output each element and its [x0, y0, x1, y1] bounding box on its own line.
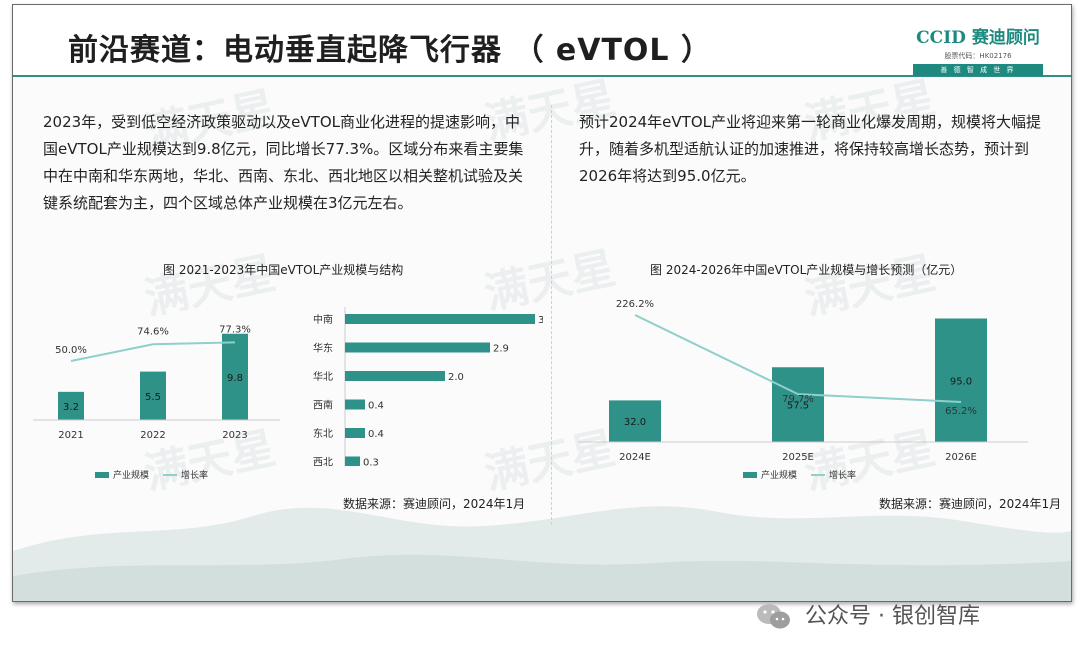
bar — [345, 456, 360, 466]
bar — [345, 342, 490, 353]
x-tick-label: 2025E — [782, 452, 814, 463]
x-tick-label: 2023 — [222, 430, 247, 441]
legend-bar-swatch — [95, 472, 109, 478]
ccid-logo: CCID 赛迪顾问 股票代码：HK02176 善 德 智 成 世 界 — [913, 23, 1043, 76]
bar-value-label: 9.8 — [227, 373, 243, 384]
bar-value-label: 95.0 — [950, 376, 972, 387]
right-paragraph: 预计2024年eVTOL产业将迎来第一轮商业化爆发周期，规模将大幅提升，随着多机… — [579, 113, 1041, 185]
bar — [222, 333, 248, 420]
bar-value-label: 3.2 — [63, 402, 79, 413]
chart-title-2021-2023: 图 2021-2023年中国eVTOL产业规模与结构 — [163, 263, 404, 277]
left-paragraph: 2023年，受到低空经济政策驱动以及eVTOL商业化进程的提速影响，中国eVTO… — [43, 113, 524, 212]
combo-chart-2021-2023: 3.2 2021 5.5 2022 9.8 2023 50.0% 74.6% 77.3% 产业规模… — [33, 324, 281, 481]
category-label: 西南 — [313, 399, 333, 412]
growth-rate-label: 74.6% — [137, 326, 169, 337]
growth-rate-label: 226.2% — [616, 299, 654, 310]
bar — [609, 400, 661, 442]
bar — [772, 367, 824, 442]
logo-main-text: CCID 赛迪顾问 — [916, 28, 1040, 48]
bar-value-label: 32.0 — [624, 417, 646, 428]
x-tick-label: 2024E — [619, 452, 651, 463]
bar-value-label: 57.5 — [787, 401, 809, 412]
legend-bar-swatch — [743, 472, 757, 478]
bar — [935, 318, 987, 442]
legend-bar-label: 产业规模 — [113, 469, 149, 481]
x-tick-label: 2021 — [58, 430, 83, 441]
category-label: 西北 — [313, 457, 333, 467]
bar-value-label: 3.8 — [538, 315, 543, 326]
bar — [345, 399, 365, 410]
logo-slogan: 善 德 智 成 世 界 — [913, 64, 1043, 76]
bar — [140, 371, 166, 420]
bar-value-label: 0.3 — [363, 458, 379, 467]
legend-bar-label: 产业规模 — [761, 469, 797, 481]
bar-value-label: 5.5 — [145, 392, 161, 403]
wechat-icon — [757, 604, 790, 629]
slide: 满天星 满天星 满天星 满天星 满天星 满天星 满天星 满天星 满天星 前沿赛道… — [12, 4, 1072, 602]
category-label: 中南 — [313, 313, 333, 326]
legend-line-label: 增长率 — [181, 469, 208, 481]
category-label: 华北 — [313, 370, 333, 383]
region-bar-chart: 中南 3.8 华东 2.9 华北 2.0 西南 0.4 东北 0.4 西北 0.3 — [313, 307, 543, 467]
bar-value-label: 0.4 — [368, 429, 384, 440]
footer-text: 公众号 · 银创智库 — [805, 604, 980, 629]
growth-rate-label: 65.2% — [945, 406, 977, 417]
logo-stock-code: 股票代码：HK02176 — [944, 52, 1012, 60]
growth-rate-label: 79.7% — [782, 394, 814, 405]
bar — [345, 371, 445, 381]
legend-line-label: 增长率 — [829, 469, 856, 481]
footer: 公众号 · 银创智库 — [756, 598, 980, 632]
combo-chart-2024-2026: 32.0 2024E 57.5 2025E 95.0 2026E 226.2% 79.7% 65… — [578, 299, 1028, 481]
bar-value-label: 0.4 — [368, 401, 384, 412]
x-tick-label: 2026E — [945, 452, 977, 463]
growth-rate-label: 50.0% — [55, 345, 87, 356]
bar — [58, 391, 84, 420]
bar-value-label: 2.9 — [493, 344, 509, 355]
bar — [345, 428, 365, 438]
growth-rate-label: 77.3% — [219, 324, 251, 335]
growth-rate-line — [634, 314, 962, 403]
bar-value-label: 2.0 — [448, 372, 464, 383]
mountain-background — [13, 506, 1071, 601]
column-divider — [551, 105, 553, 525]
bar — [345, 314, 535, 324]
category-label: 东北 — [313, 427, 333, 440]
x-tick-label: 2022 — [140, 430, 165, 441]
left-data-source: 数据来源：赛迪顾问，2024年1月 — [343, 497, 526, 511]
title-bar: 前沿赛道：电动垂直起降飞行器 （ eVTOL ） CCID 赛迪顾问 股票代码：… — [13, 5, 1071, 77]
category-label: 华东 — [313, 342, 333, 355]
page-title: 前沿赛道：电动垂直起降飞行器 （ eVTOL ） — [68, 33, 712, 68]
right-data-source: 数据来源：赛迪顾问，2024年1月 — [879, 497, 1062, 511]
chart-title-2024-2026: 图 2024-2026年中国eVTOL产业规模与增长预测（亿元） — [650, 263, 963, 277]
growth-rate-line — [70, 341, 236, 362]
